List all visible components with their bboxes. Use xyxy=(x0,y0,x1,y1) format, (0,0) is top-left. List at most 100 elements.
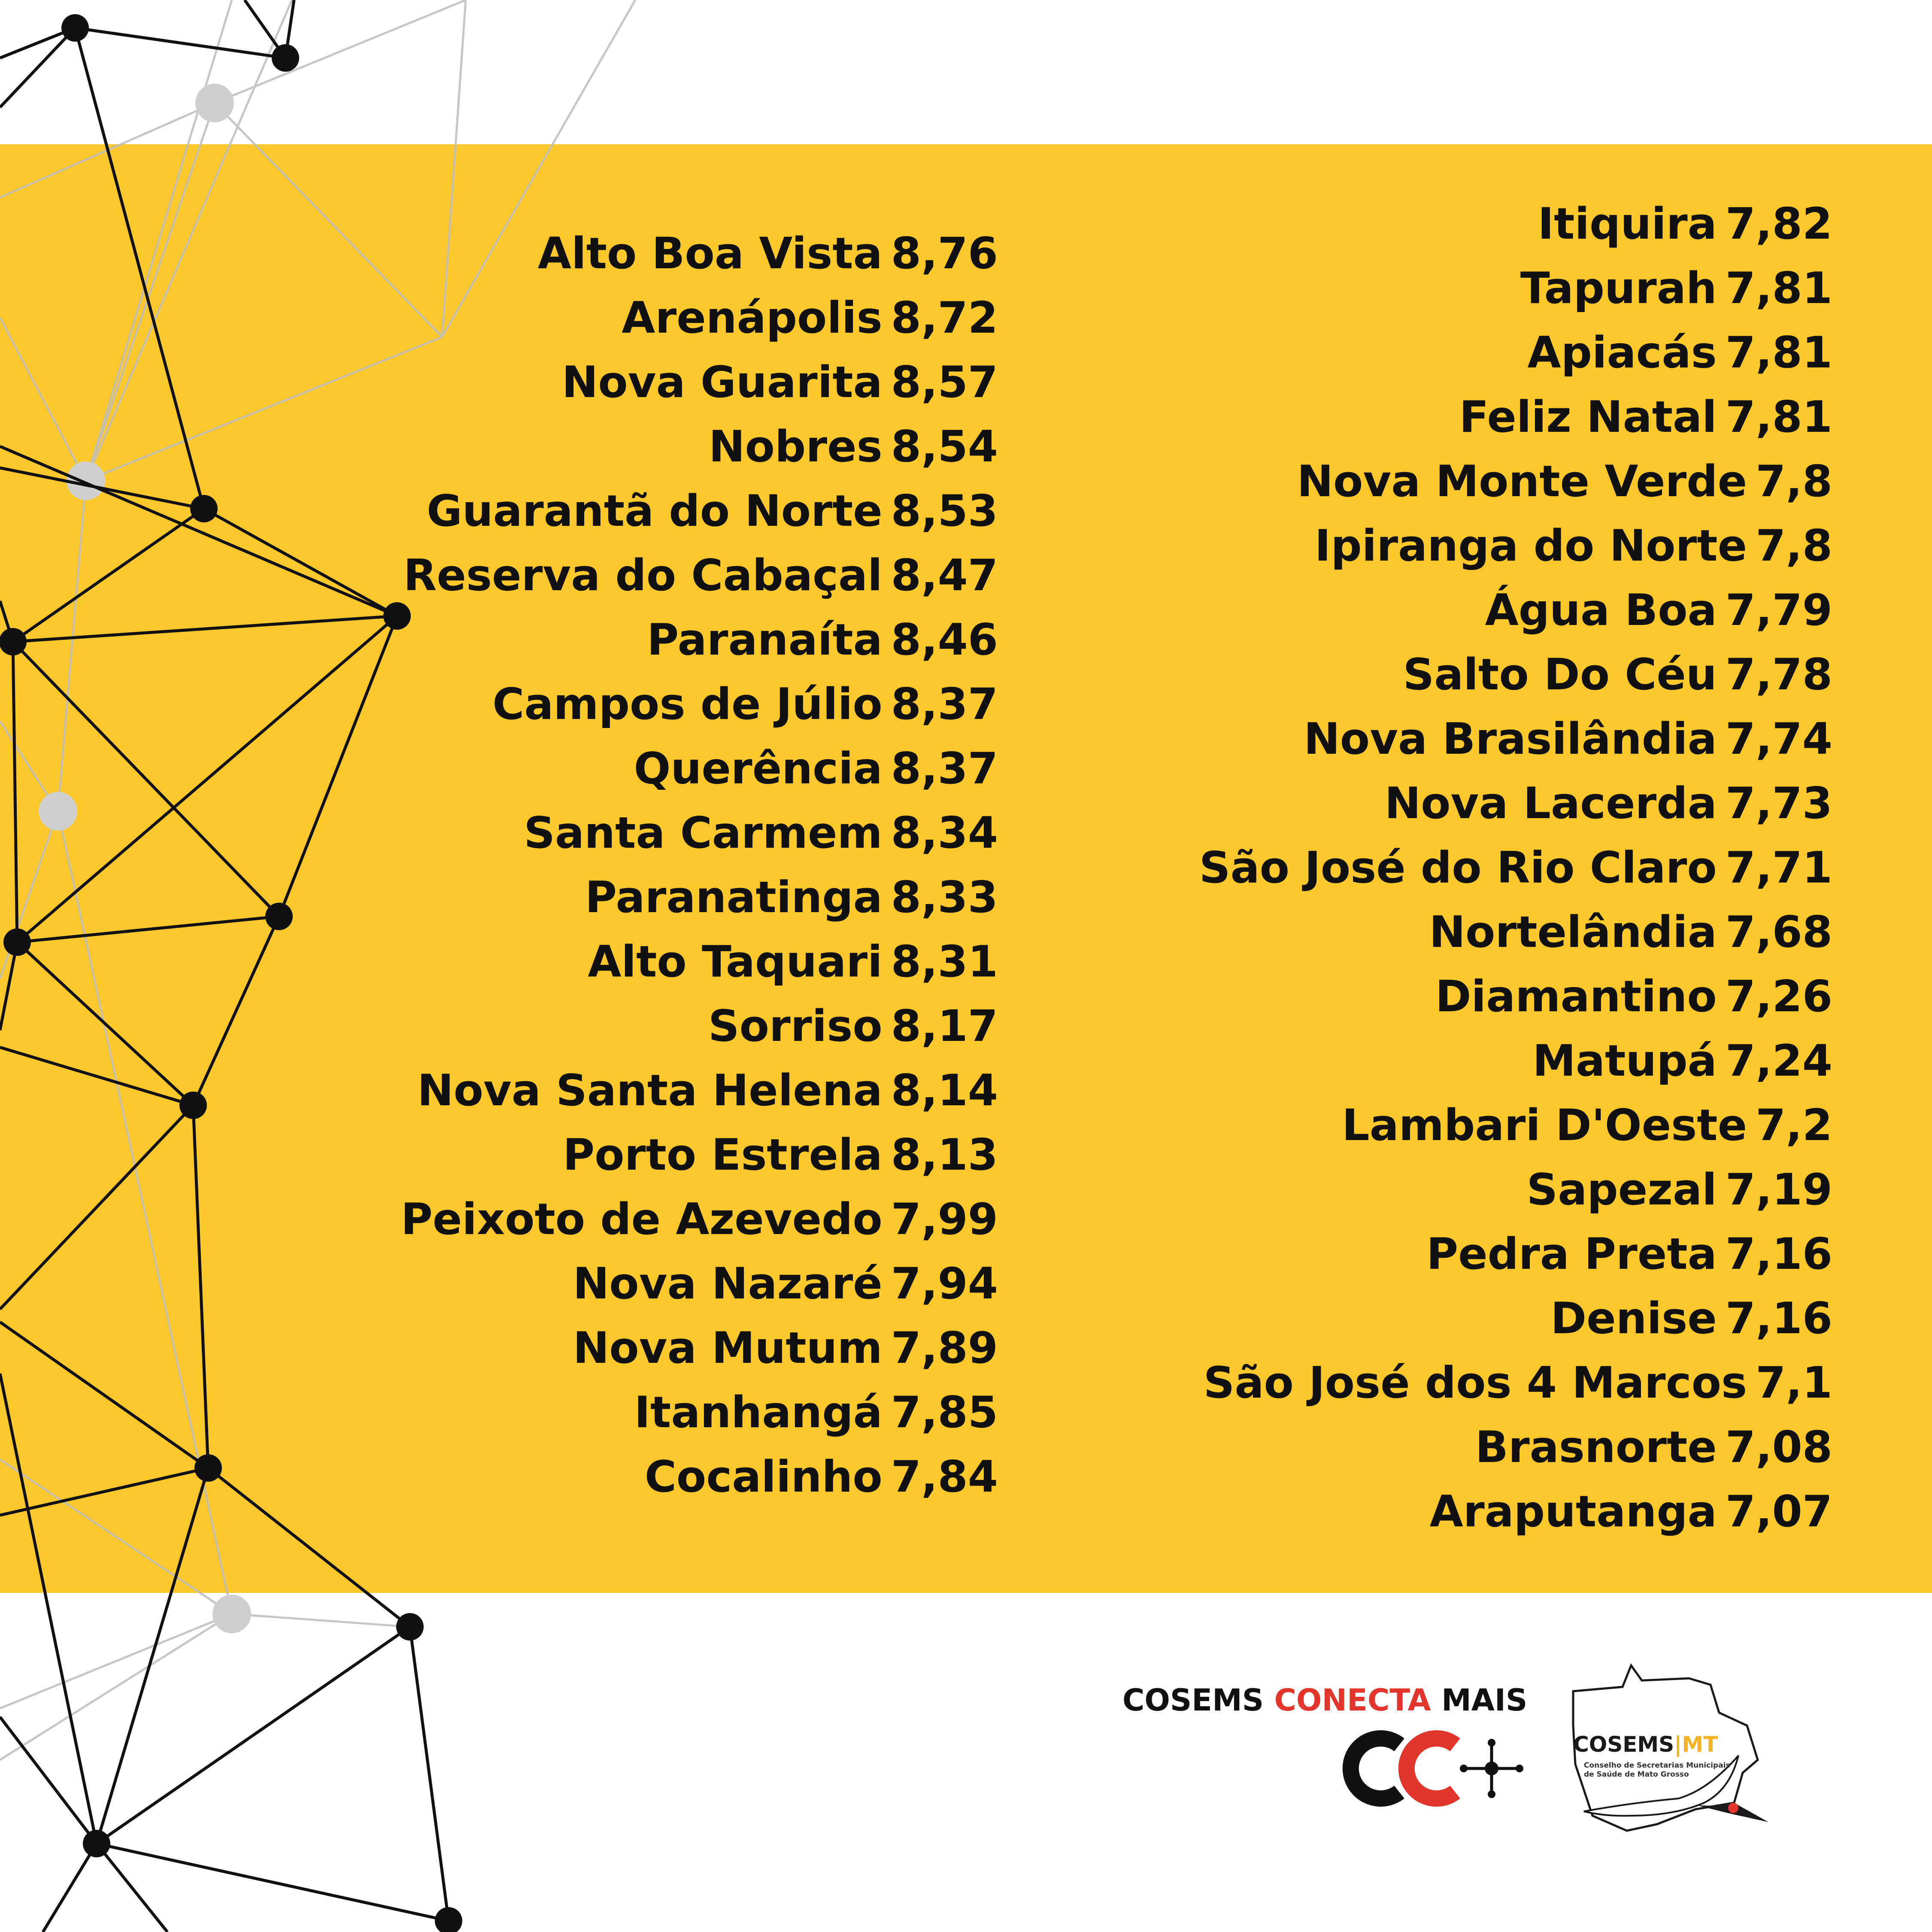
ranking-row: Ipiranga do Norte 7,8 xyxy=(1199,513,1832,578)
ranking-row: Nova Nazaré 7,94 xyxy=(401,1251,998,1316)
municipality-name: Itanhangá xyxy=(634,1387,883,1438)
org-name: COSEMS xyxy=(1573,1732,1674,1757)
municipality-score: 7,78 xyxy=(1725,649,1832,700)
municipality-score: 8,53 xyxy=(891,485,998,536)
municipality-name: Nobres xyxy=(709,421,883,472)
ranking-row: Itanhangá 7,85 xyxy=(401,1380,998,1444)
ranking-row: Santa Carmem 8,34 xyxy=(401,801,998,865)
municipality-name: Arenápolis xyxy=(622,292,883,343)
ranking-row: Nobres 8,54 xyxy=(401,414,998,479)
ranking-row: Guarantã do Norte 8,53 xyxy=(401,479,998,543)
municipality-score: 8,33 xyxy=(891,872,998,922)
municipality-name: Diamantino xyxy=(1435,971,1717,1022)
municipality-name: Nova Mutum xyxy=(573,1322,883,1373)
ranking-row: São José do Rio Claro 7,71 xyxy=(1199,835,1832,900)
municipality-score: 8,31 xyxy=(891,936,998,987)
ranking-row: Paranaíta 8,46 xyxy=(401,607,998,672)
municipality-score: 7,07 xyxy=(1725,1486,1832,1537)
org-separator: | xyxy=(1674,1732,1682,1757)
municipality-name: Guarantã do Norte xyxy=(427,485,883,536)
program-title: COSEMS CONECTA MAIS xyxy=(1122,1683,1527,1718)
municipality-name: Brasnorte xyxy=(1475,1422,1717,1472)
ranking-row: Apiacás 7,81 xyxy=(1199,320,1832,385)
municipality-name: Tapurah xyxy=(1520,263,1717,313)
ranking-row: Denise 7,16 xyxy=(1199,1286,1832,1350)
municipality-name: Reserva do Cabaçal xyxy=(403,550,883,601)
municipality-score: 7,81 xyxy=(1725,391,1832,442)
ranking-row: Brasnorte 7,08 xyxy=(1199,1415,1832,1479)
municipality-score: 8,76 xyxy=(891,228,998,279)
municipality-score: 7,94 xyxy=(891,1258,998,1309)
ranking-row: Salto Do Céu 7,78 xyxy=(1199,642,1832,707)
ranking-row: Araputanga 7,07 xyxy=(1199,1479,1832,1544)
municipality-name: Pedra Preta xyxy=(1426,1228,1717,1279)
ranking-row: Itiquira 7,82 xyxy=(1199,191,1832,256)
program-title-part1: COSEMS xyxy=(1122,1683,1274,1718)
ranking-row: Nova Monte Verde 7,8 xyxy=(1199,449,1833,513)
municipality-name: Nova Lacerda xyxy=(1384,778,1717,828)
municipality-name: Alto Boa Vista xyxy=(537,228,883,279)
municipality-name: Apiacás xyxy=(1527,327,1717,378)
municipality-score: 8,57 xyxy=(891,357,998,407)
municipality-name: Matupá xyxy=(1532,1035,1717,1086)
municipality-score: 8,46 xyxy=(891,614,998,665)
ranking-row: Feliz Natal 7,81 xyxy=(1199,385,1832,449)
municipality-score: 7,8 xyxy=(1756,520,1832,571)
ranking-row: Nova Brasilândia 7,74 xyxy=(1199,707,1832,771)
ranking-right-column: Itiquira 7,82 Tapurah 7,81 Apiacás 7,81 Feliz … xyxy=(1199,191,1832,1544)
municipality-score: 8,14 xyxy=(891,1065,998,1116)
municipality-score: 8,72 xyxy=(891,292,998,343)
municipality-score: 7,84 xyxy=(891,1451,998,1502)
org-state: MT xyxy=(1682,1732,1718,1757)
ranking-row: Tapurah 7,81 xyxy=(1199,256,1832,320)
municipality-name: Água Boa xyxy=(1485,585,1717,635)
municipality-name: Itiquira xyxy=(1538,198,1717,249)
municipality-score: 8,34 xyxy=(891,807,998,858)
ranking-row: Nortelândia 7,68 xyxy=(1199,900,1832,964)
mato-grosso-map-icon xyxy=(1572,1663,1768,1832)
municipality-score: 7,74 xyxy=(1725,713,1832,764)
municipality-name: Nova Brasilândia xyxy=(1304,713,1717,764)
ranking-row: Alto Boa Vista 8,76 xyxy=(401,221,998,285)
municipality-name: Sapezal xyxy=(1526,1164,1717,1215)
cc-plus-logo-icon xyxy=(1342,1730,1523,1807)
municipality-name: Feliz Natal xyxy=(1459,391,1717,442)
municipality-score: 7,99 xyxy=(891,1194,998,1244)
municipality-score: 7,82 xyxy=(1725,198,1832,249)
ranking-row: Sorriso 8,17 xyxy=(401,994,998,1058)
program-title-part2: MAIS xyxy=(1431,1683,1528,1718)
org-logo-text: COSEMS|MT xyxy=(1573,1732,1718,1757)
municipality-score: 8,37 xyxy=(891,743,998,794)
municipality-score: 7,8 xyxy=(1756,456,1832,507)
municipality-name: São José dos 4 Marcos xyxy=(1203,1357,1747,1408)
municipality-name: Nova Nazaré xyxy=(573,1258,883,1309)
municipality-name: Nova Guarita xyxy=(561,357,883,407)
ranking-row: Matupá 7,24 xyxy=(1199,1028,1832,1093)
municipality-name: Cocalinho xyxy=(644,1451,883,1502)
municipality-score: 7,08 xyxy=(1725,1422,1832,1472)
municipality-name: Salto Do Céu xyxy=(1403,649,1717,700)
municipality-score: 7,68 xyxy=(1725,907,1832,957)
municipality-score: 8,37 xyxy=(891,679,998,729)
ranking-left-column: Alto Boa Vista 8,76 Arenápolis 8,72 Nova Gua… xyxy=(401,221,998,1509)
ranking-row: Pedra Preta 7,16 xyxy=(1199,1222,1832,1286)
municipality-name: São José do Rio Claro xyxy=(1199,842,1717,893)
municipality-name: Porto Estrela xyxy=(563,1129,883,1180)
municipality-name: Ipiranga do Norte xyxy=(1314,520,1747,571)
municipality-name: Nortelândia xyxy=(1429,907,1717,957)
municipality-name: Araputanga xyxy=(1429,1486,1717,1537)
municipality-score: 7,26 xyxy=(1725,971,1832,1022)
municipality-score: 7,71 xyxy=(1725,842,1832,893)
ranking-row: Querência 8,37 xyxy=(401,736,998,801)
ranking-row: Paranatinga 8,33 xyxy=(401,865,998,929)
municipality-name: Nova Monte Verde xyxy=(1297,456,1747,507)
ranking-row: Nova Guarita 8,57 xyxy=(401,350,998,414)
ranking-row: Nova Santa Helena 8,14 xyxy=(401,1058,998,1122)
municipality-name: Nova Santa Helena xyxy=(417,1065,883,1116)
ranking-row: Nova Lacerda 7,73 xyxy=(1199,771,1832,835)
municipality-score: 7,73 xyxy=(1725,778,1832,828)
municipality-score: 7,1 xyxy=(1756,1357,1832,1408)
municipality-name: Querência xyxy=(634,743,883,794)
municipality-score: 7,79 xyxy=(1725,585,1832,635)
